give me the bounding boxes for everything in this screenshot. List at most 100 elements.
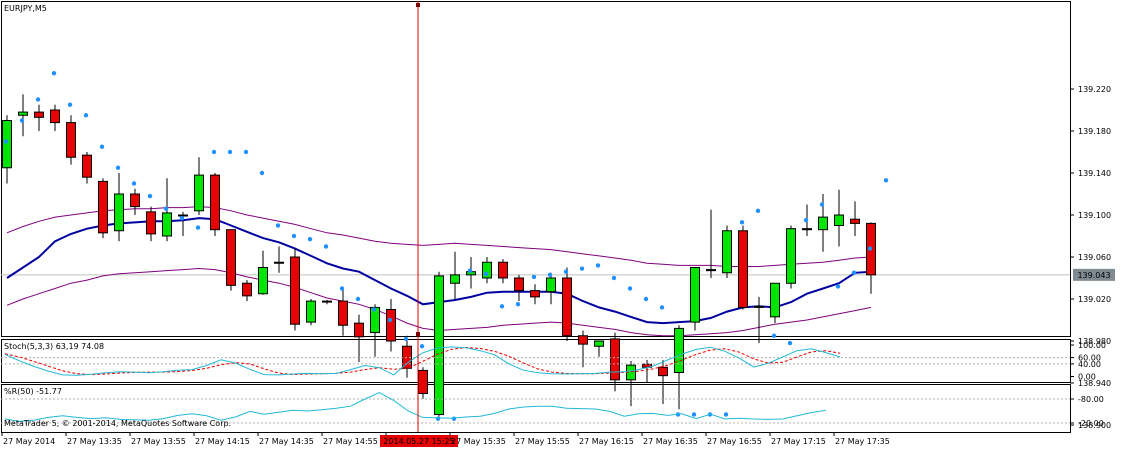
time-tick-label: 27 May 13:55: [131, 437, 186, 446]
candle[interactable]: [690, 267, 700, 331]
sar-dot: [291, 233, 297, 239]
candle[interactable]: [658, 359, 668, 404]
bear-candle-body: [242, 282, 252, 297]
price-panel-frame: [1, 1, 1071, 337]
candle[interactable]: [722, 225, 732, 279]
sar-dot: [835, 284, 841, 289]
candle[interactable]: [290, 248, 300, 331]
price-tick-label: 138.940: [1078, 379, 1111, 388]
time-tick-label: 27 May 16:55: [707, 437, 762, 446]
candle[interactable]: [370, 304, 380, 357]
bear-candle-body: [146, 211, 156, 235]
candle[interactable]: [738, 225, 748, 310]
bull-candle-body: [194, 174, 204, 212]
bull-candle-body: [162, 212, 172, 237]
candle[interactable]: [674, 325, 684, 410]
candle[interactable]: [338, 288, 348, 336]
sar-dot: [307, 236, 313, 242]
bear-candle-body: [66, 122, 76, 158]
candle[interactable]: [578, 330, 588, 368]
sar-dot: [163, 206, 169, 211]
candle[interactable]: [194, 157, 204, 215]
candle[interactable]: [610, 332, 620, 392]
wpr-line: [4, 392, 826, 422]
candle[interactable]: [450, 251, 460, 299]
sar-dot: [547, 272, 553, 278]
candle[interactable]: [210, 173, 220, 236]
bear-candle-body: [562, 277, 572, 337]
price-tick-label: 138.900: [1078, 421, 1111, 430]
candle[interactable]: [258, 250, 268, 295]
candle[interactable]: [594, 340, 604, 357]
copyright-label: MetaTrader 5, © 2001-2014, MetaQuotes So…: [4, 419, 232, 428]
candle[interactable]: [754, 296, 764, 344]
candle[interactable]: [274, 246, 284, 273]
price-tick-label: 139.220: [1078, 85, 1111, 94]
candle[interactable]: [434, 271, 444, 417]
bear-candle-body: [850, 218, 860, 224]
candle[interactable]: [18, 94, 28, 137]
sar-dot: [771, 333, 777, 338]
bull-candle-body: [18, 111, 28, 116]
stoch-tick-label: 100.00: [1078, 341, 1106, 350]
candle[interactable]: [82, 152, 92, 184]
candle[interactable]: [706, 209, 716, 278]
candle[interactable]: [66, 115, 76, 165]
sar-dot: [451, 416, 457, 421]
sar-dot: [339, 286, 345, 291]
bull-candle-body: [450, 274, 460, 284]
candle[interactable]: [546, 272, 556, 305]
sar-dot: [563, 269, 569, 274]
bull-candle-body: [178, 214, 188, 217]
time-tick-label: 27 May 13:35: [67, 437, 122, 446]
sar-dot: [259, 170, 265, 176]
current-price-badge: [1073, 268, 1115, 281]
candle[interactable]: [98, 178, 108, 239]
time-tick-label: 27 May 2014: [3, 437, 55, 446]
candle[interactable]: [178, 211, 188, 236]
sar-dot: [755, 208, 761, 213]
sar-dot: [867, 246, 873, 251]
time-tick-label: 27 May 17:15: [771, 437, 826, 446]
time-tick-label: 27 May 14:35: [259, 437, 314, 446]
candle[interactable]: [130, 188, 140, 215]
candle[interactable]: [226, 229, 236, 291]
candle[interactable]: [562, 267, 572, 342]
sar-dot: [19, 118, 25, 123]
candle[interactable]: [770, 282, 780, 324]
candle[interactable]: [306, 299, 316, 326]
candle[interactable]: [34, 104, 44, 131]
candle[interactable]: [786, 225, 796, 289]
bull-candle-body: [786, 228, 796, 284]
price-tick-label: 139.100: [1078, 211, 1111, 220]
candle[interactable]: [354, 314, 364, 362]
bear-candle-body: [290, 256, 300, 325]
candle[interactable]: [834, 189, 844, 247]
candle[interactable]: [2, 115, 12, 184]
sar-dot: [387, 317, 393, 323]
cursor-marker-top: [416, 3, 420, 7]
bull-candle-body: [434, 275, 444, 415]
candle[interactable]: [146, 206, 156, 242]
sar-dot: [67, 102, 73, 107]
candle[interactable]: [482, 257, 492, 284]
candle[interactable]: [114, 173, 124, 242]
candle[interactable]: [530, 284, 540, 305]
stoch-panel-frame: [1, 339, 1071, 383]
candle[interactable]: [514, 274, 524, 302]
candle[interactable]: [386, 299, 396, 352]
sar-dot: [787, 340, 793, 346]
candle[interactable]: [322, 300, 332, 305]
candle[interactable]: [850, 201, 860, 236]
candle[interactable]: [242, 280, 252, 302]
sar-dot: [243, 149, 249, 155]
price-tick-label: 139.060: [1078, 253, 1111, 262]
bear-candle-body: [530, 290, 540, 298]
candle[interactable]: [50, 104, 60, 131]
candle[interactable]: [498, 259, 508, 284]
cursor-marker-bottom: [416, 332, 420, 336]
sar-dot: [531, 274, 537, 280]
sar-dot: [627, 286, 633, 291]
